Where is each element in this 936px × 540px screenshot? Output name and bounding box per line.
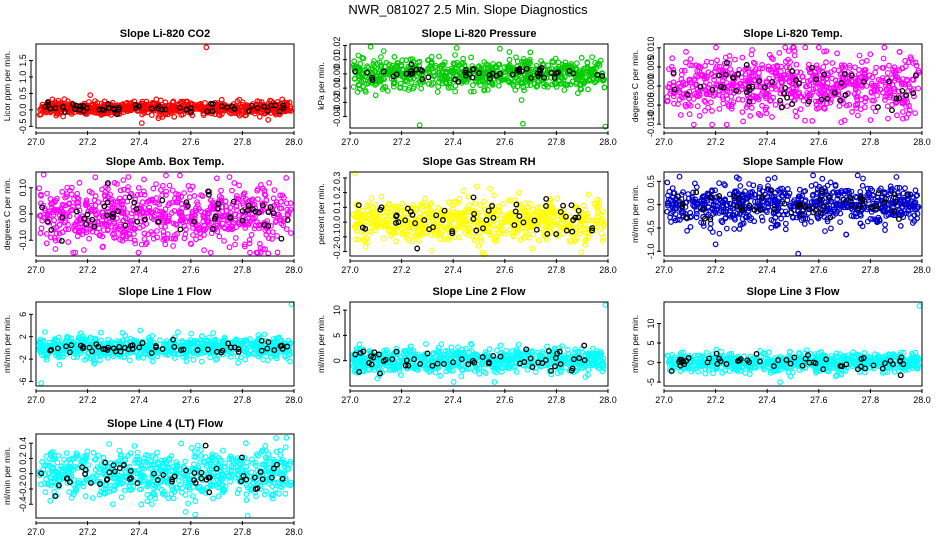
y-axis-label: Licor ppm per min. bbox=[2, 51, 12, 121]
x-tick-label: 27.2 bbox=[707, 137, 725, 147]
y-tick-label: 0.0 bbox=[18, 104, 28, 117]
x-tick-label: 27.4 bbox=[444, 265, 462, 275]
y-tick-label: 0.10 bbox=[18, 179, 28, 197]
y-axis-label: kPa per min. bbox=[316, 62, 326, 110]
x-tick-label: 27.8 bbox=[234, 265, 252, 275]
x-tick-label: 27.6 bbox=[810, 265, 828, 275]
panel-title: Slope Sample Flow bbox=[743, 156, 844, 168]
panel-title: Slope Li-820 Pressure bbox=[422, 28, 537, 40]
x-tick-label: 27.2 bbox=[79, 137, 97, 147]
figure-title: NWR_081027 2.5 Min. Slope Diagnostics bbox=[348, 2, 588, 17]
y-tick-label: 0.00 bbox=[18, 205, 28, 223]
y-tick-label: 1.0 bbox=[18, 71, 28, 84]
panel-title: Slope Gas Stream RH bbox=[422, 156, 535, 168]
x-tick-label: 27.4 bbox=[130, 137, 148, 147]
x-tick-label: 28.0 bbox=[599, 137, 617, 147]
y-tick-label: 1.5 bbox=[18, 54, 28, 67]
x-tick-label: 27.2 bbox=[393, 265, 411, 275]
x-tick-label: 27.0 bbox=[27, 137, 45, 147]
y-tick-label: -0.5 bbox=[646, 220, 656, 236]
x-tick-label: 27.0 bbox=[341, 137, 359, 147]
y-tick-label: 0.010 bbox=[646, 37, 656, 60]
y-tick-label: 0.0 bbox=[332, 216, 342, 229]
x-tick-label: 27.4 bbox=[758, 137, 776, 147]
x-tick-label: 28.0 bbox=[599, 265, 617, 275]
y-tick-label: 0.1 bbox=[332, 201, 342, 214]
diagnostics-figure: NWR_081027 2.5 Min. Slope Diagnostics Sl… bbox=[0, 0, 936, 540]
x-tick-label: 27.8 bbox=[548, 265, 566, 275]
y-tick-label: 0.5 bbox=[18, 87, 28, 100]
panel-title: Slope Amb. Box Temp. bbox=[106, 156, 225, 168]
x-tick-label: 27.8 bbox=[234, 137, 252, 147]
x-tick-label: 28.0 bbox=[913, 137, 931, 147]
x-tick-label: 27.4 bbox=[130, 265, 148, 275]
x-tick-label: 27.8 bbox=[862, 137, 880, 147]
x-tick-label: 27.2 bbox=[79, 265, 97, 275]
x-tick-label: 28.0 bbox=[285, 137, 303, 147]
x-tick-label: 27.2 bbox=[393, 137, 411, 147]
y-tick-label: -0.5 bbox=[18, 119, 28, 135]
x-tick-label: 27.8 bbox=[548, 137, 566, 147]
y-tick-label: -1.0 bbox=[646, 244, 656, 260]
y-tick-label: 0.3 bbox=[332, 172, 342, 185]
x-tick-label: 27.4 bbox=[758, 265, 776, 275]
y-tick-label: 0.5 bbox=[646, 175, 656, 188]
x-tick-label: 27.4 bbox=[444, 137, 462, 147]
x-tick-label: 27.6 bbox=[182, 137, 200, 147]
x-tick-label: 28.0 bbox=[285, 265, 303, 275]
y-tick-label: 0.0 bbox=[646, 198, 656, 211]
y-axis-label: degrees C per min. bbox=[630, 50, 640, 122]
x-tick-label: 27.6 bbox=[182, 265, 200, 275]
y-tick-label: -0.2 bbox=[332, 244, 342, 260]
panel-title: Slope Line 1 Flow bbox=[119, 286, 212, 298]
x-tick-label: 27.0 bbox=[27, 265, 45, 275]
y-axis-label: degrees C per min. bbox=[2, 178, 12, 250]
y-axis-label: percent per min. bbox=[316, 183, 326, 244]
x-tick-label: 27.2 bbox=[707, 265, 725, 275]
y-axis-label: ml/min per min. bbox=[630, 185, 640, 243]
x-tick-label: 28.0 bbox=[913, 265, 931, 275]
panel-title: Slope Li-820 CO2 bbox=[120, 28, 210, 40]
y-tick-label: 0.2 bbox=[332, 186, 342, 199]
x-tick-label: 27.0 bbox=[655, 137, 673, 147]
panel-title: Slope Li-820 Temp. bbox=[743, 28, 842, 40]
y-tick-label: 0.02 bbox=[332, 37, 342, 55]
x-tick-label: 27.0 bbox=[341, 265, 359, 275]
y-tick-label: -0.1 bbox=[332, 229, 342, 245]
x-tick-label: 27.6 bbox=[496, 137, 514, 147]
x-tick-label: 27.6 bbox=[496, 265, 514, 275]
y-tick-label: -0.10 bbox=[18, 230, 28, 251]
x-tick-label: 27.6 bbox=[810, 137, 828, 147]
x-tick-label: 27.8 bbox=[862, 265, 880, 275]
x-tick-label: 27.0 bbox=[655, 265, 673, 275]
